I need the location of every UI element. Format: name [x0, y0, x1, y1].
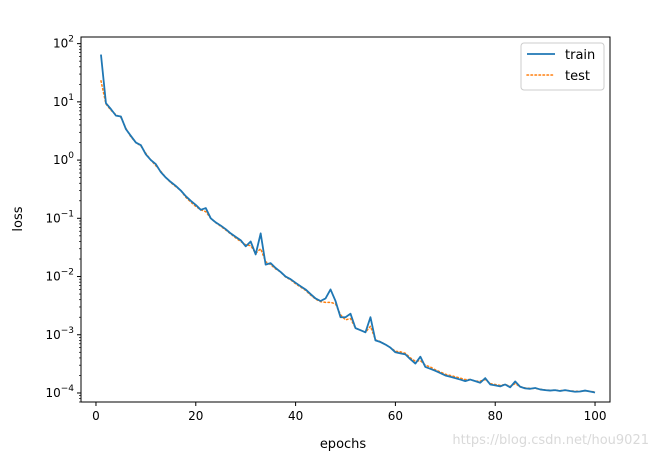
- x-tick-label: 60: [388, 409, 403, 423]
- series-line-test: [100, 80, 596, 393]
- legend-label-test: test: [565, 69, 590, 84]
- y-tick-label: 10−4: [45, 384, 74, 400]
- series-line-train: [100, 54, 596, 394]
- legend-label-train: train: [565, 48, 595, 63]
- y-tick-label: 10−2: [45, 268, 74, 284]
- y-tick-label: 102: [53, 35, 74, 51]
- y-tick-label: 100: [53, 151, 74, 167]
- series-layer: [100, 54, 596, 394]
- legend: train test: [520, 42, 605, 91]
- y-tick-label: 10−3: [45, 326, 74, 342]
- x-tick-label: 40: [288, 409, 303, 423]
- x-tick-label: 100: [584, 409, 607, 423]
- x-axis-label: epochs: [320, 437, 367, 452]
- y-axis-ticks: 10−4 10−3 10−2 10−1 100 101 102: [45, 35, 81, 403]
- x-tick-label: 20: [188, 409, 203, 423]
- y-axis-label: loss: [11, 206, 26, 231]
- y-tick-label: 101: [53, 93, 74, 109]
- x-tick-label: 80: [488, 409, 503, 423]
- plot-frame: [80, 36, 611, 403]
- y-tick-label: 10−1: [45, 209, 74, 225]
- x-axis-ticks: 0 20 40 60 80 100: [92, 402, 606, 423]
- x-tick-label: 0: [92, 409, 100, 423]
- watermark-text: https://blog.csdn.net/hou9021: [452, 433, 649, 448]
